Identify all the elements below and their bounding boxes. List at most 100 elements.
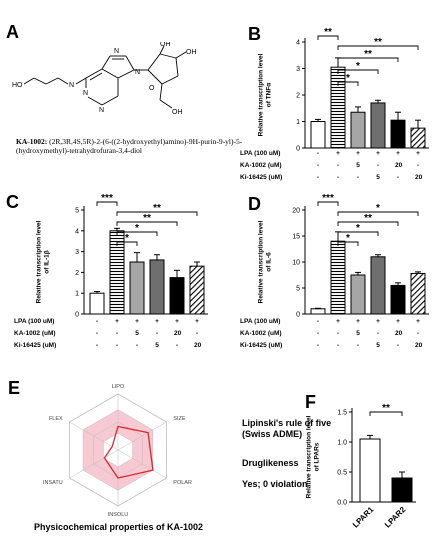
chart-tnfa: Relative transcription levelof TNFα 0 1 2 3 4… [258, 27, 429, 153]
y-tick-label: 1 [296, 119, 300, 126]
y-tick-label: 10 [292, 260, 300, 267]
treatment-cell: - [356, 174, 360, 181]
bar [310, 308, 326, 315]
treatment-cell: 20 [415, 174, 423, 181]
treatment-cell: + [356, 150, 360, 157]
y-axis-label-line: of LPARs [314, 442, 321, 471]
panel-letter-b: B [248, 24, 261, 44]
treatment-row-label: Ki-16425 (uM) [14, 342, 57, 349]
y-axis-label: Relative transcription levelof IL-1β [36, 220, 51, 303]
treatment-cell: - [336, 342, 340, 349]
y-tick-label: 2 [75, 270, 79, 277]
significance-label: * [346, 233, 350, 244]
bar [350, 274, 366, 315]
treatment-cell: - [316, 342, 320, 349]
y-tick-label: 3 [75, 249, 79, 256]
significance-label: * [346, 73, 350, 84]
y-axis-label-line: of IL-6 [266, 252, 273, 272]
treatment-cell: + [155, 318, 159, 325]
radar-axis-label: INSOLU [108, 512, 129, 518]
atom-oh-3: OH [172, 109, 183, 116]
y-tick-label: 1.5 [337, 410, 347, 417]
treatment-cell: - [115, 342, 119, 349]
significance-bracket [96, 201, 118, 206]
significance-bracket [337, 81, 359, 86]
treatment-cell: + [336, 150, 340, 157]
treatment-cell: - [95, 330, 99, 337]
significance-bracket [337, 231, 379, 236]
treatment-cell: - [316, 162, 320, 169]
radar-caption: Physicochemical properties of KA-1002 [34, 522, 204, 532]
y-tick-label: 15 [292, 234, 300, 241]
bar [330, 66, 346, 149]
significance-label: *** [101, 193, 113, 204]
y-tick-label: 2 [296, 93, 300, 100]
treatment-cell: - [95, 342, 99, 349]
molecule-structure: HO N N N N N O OH OH OH [12, 42, 197, 116]
treatment-row-label: KA-1002 (uM) [240, 162, 282, 169]
treatment-cell: 5 [155, 342, 159, 349]
significance-bracket [337, 45, 419, 50]
radar-spoke [69, 449, 119, 479]
significance-bracket [116, 241, 138, 246]
molecule-name-label: KA-1002: [16, 137, 48, 146]
significance-label: * [356, 61, 360, 72]
chart-il1b: Relative transcription levelof IL-1β 0 1 2 3… [36, 193, 208, 319]
atom-n9: N [135, 69, 140, 76]
significance-label: * [376, 203, 380, 214]
chart-radar: LIPO SIZE POLAR INSOLU INSATU FLEX [43, 384, 192, 518]
bar [370, 102, 386, 149]
bar [350, 111, 366, 149]
y-tick-label: 4 [296, 40, 300, 47]
panel-letter-d: D [248, 194, 261, 214]
treatment-cell: + [376, 150, 380, 157]
treatment-cell: 5 [376, 174, 380, 181]
bar [390, 119, 406, 149]
treatment-cell: - [316, 174, 320, 181]
radar-axis-label: FLEX [49, 416, 63, 422]
treatment-cell: + [175, 318, 179, 325]
druglikeness-result: Yes; 0 violation [242, 479, 308, 489]
significance-label: ** [324, 27, 332, 38]
treatment-cell: 5 [356, 162, 360, 169]
y-tick-label: 4 [75, 228, 79, 235]
treatment-cell: - [95, 318, 99, 325]
significance-bracket [116, 231, 158, 236]
treatment-row-label: Ki-16425 (uM) [240, 174, 283, 181]
significance-label: *** [322, 193, 334, 204]
x-category-label: LPAR2 [383, 505, 408, 530]
treatment-cell: + [396, 150, 400, 157]
significance-bracket [369, 411, 403, 416]
treatment-cell: - [316, 318, 320, 325]
y-axis-label-line: Relative transcription level [306, 415, 313, 498]
radar-axis-label: SIZE [173, 416, 186, 422]
atom-ho: HO [12, 82, 23, 89]
treatment-cell: - [155, 330, 159, 337]
radar-spoke [117, 449, 167, 479]
y-tick-label: 0.5 [337, 470, 347, 477]
radar-spoke [117, 421, 167, 451]
x-category-label: LPAR1 [351, 505, 376, 530]
y-tick-label: 3 [296, 66, 300, 73]
atom-oh-2: OH [186, 49, 197, 56]
bar [169, 277, 185, 315]
y-tick-label: 0 [296, 312, 300, 319]
y-axis-label-line: Relative transcription level [36, 220, 43, 303]
significance-bracket [337, 69, 379, 74]
y-axis-label: Relative transcription levelof LPARs [306, 415, 321, 498]
atom-nh: N [69, 82, 74, 89]
radar-axis-label: LIPO [112, 384, 125, 390]
treatment-row-label: LPA (100 uM) [240, 318, 281, 325]
significance-label: * [135, 223, 139, 234]
atom-n1: N [83, 90, 88, 97]
significance-bracket [337, 221, 399, 226]
significance-label: * [356, 223, 360, 234]
treatment-cell: - [376, 330, 380, 337]
y-tick-label: 0 [296, 146, 300, 153]
panel-letter-c: C [6, 192, 19, 212]
treatment-cell: + [416, 318, 420, 325]
bar [391, 477, 413, 503]
y-axis-label: Relative transcription levelof IL-6 [258, 220, 273, 303]
treatment-cell: + [115, 318, 119, 325]
treatment-cell: - [135, 342, 139, 349]
